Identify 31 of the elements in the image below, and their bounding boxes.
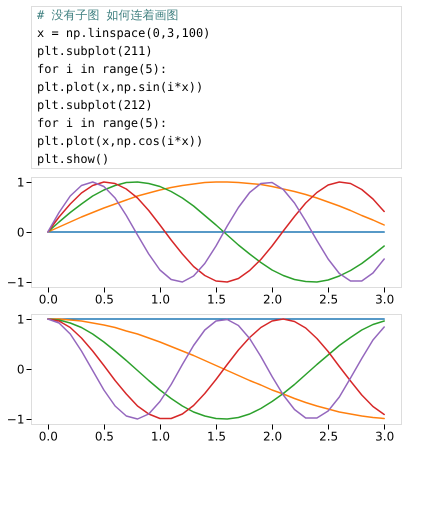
x-tick-label: 3.0 — [375, 292, 394, 306]
y-tick-label: −1 — [6, 276, 24, 290]
text: for i in range(5): — [37, 62, 168, 76]
x-tick-label: 1.5 — [206, 292, 226, 306]
text: plt.subplot(211) — [37, 44, 153, 58]
x-tick-label: 2.5 — [319, 430, 338, 444]
text: plt.show() — [37, 152, 110, 166]
x-tick-label: 0.5 — [94, 292, 114, 306]
x-tick-label: 1.0 — [150, 292, 170, 306]
x-tick-label: 1.5 — [206, 430, 226, 444]
x-tick-label: 1.0 — [150, 430, 170, 444]
y-tick-label: 1 — [16, 176, 24, 190]
text: plt.plot(x,np.cos(i*x)) — [37, 134, 204, 148]
x-tick-label: 0.5 — [94, 430, 114, 444]
text: for i in range(5): — [37, 116, 168, 130]
x-tick-label: 3.0 — [375, 430, 394, 444]
x-tick-label: 0.0 — [38, 292, 58, 306]
text: plt.subplot(212) — [37, 98, 153, 112]
y-tick-label: 0 — [16, 226, 24, 240]
y-tick-label: −1 — [6, 412, 24, 426]
text: plt.plot(x,np.sin(i*x)) — [37, 80, 204, 94]
x-tick-label: 2.5 — [319, 292, 338, 306]
y-tick-label: 1 — [16, 312, 24, 326]
line-series — [47, 181, 385, 283]
line-series — [47, 181, 385, 233]
y-tick-label: 0 — [16, 362, 24, 376]
x-tick-label: 2.0 — [263, 292, 282, 306]
x-tick-label: 2.0 — [263, 430, 282, 444]
text: # 没有子图 如何连着画图 — [37, 8, 179, 22]
text: x = np.linspace(0,3,100) — [37, 26, 210, 40]
x-tick-label: 0.0 — [38, 430, 58, 444]
